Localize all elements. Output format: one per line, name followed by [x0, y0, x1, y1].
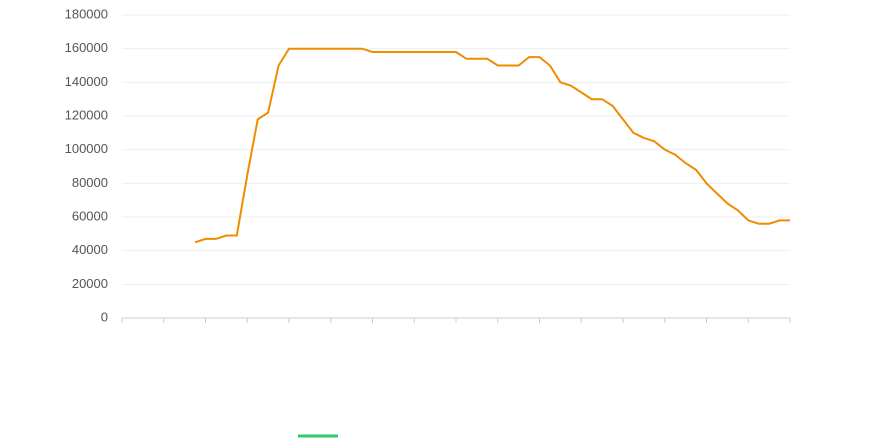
y-tick-label: 100000 — [65, 141, 108, 156]
y-tick-label: 160000 — [65, 40, 108, 55]
y-tick-label: 80000 — [72, 175, 108, 190]
y-tick-label: 40000 — [72, 242, 108, 257]
y-tick-label: 120000 — [65, 107, 108, 122]
y-tick-label: 140000 — [65, 74, 108, 89]
y-tick-label: 20000 — [72, 276, 108, 291]
y-tick-label: 180000 — [65, 6, 108, 21]
y-tick-label: 60000 — [72, 208, 108, 223]
line-series — [194, 47, 790, 244]
y-tick-label: 0 — [101, 309, 108, 324]
